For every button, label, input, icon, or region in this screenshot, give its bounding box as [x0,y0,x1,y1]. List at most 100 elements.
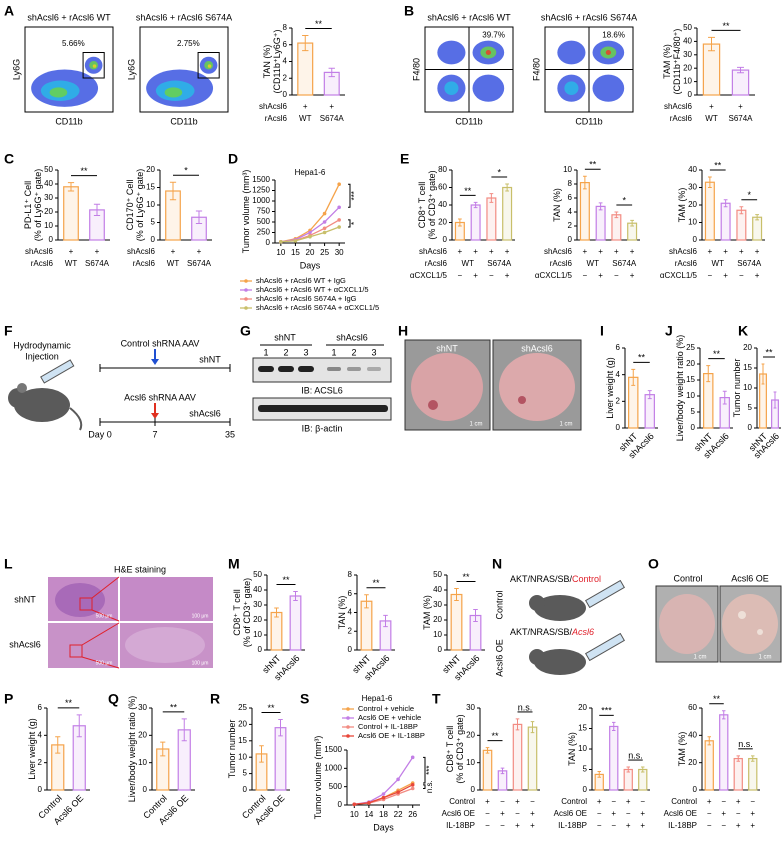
row-cell: − [626,809,631,818]
bar [289,595,302,651]
legend-marker [244,297,248,301]
liver-photos: Control Acsl6 OE 1 cm 1 cm [655,573,782,663]
y-axis-label: (% of CD3⁺ gate) [427,170,437,239]
liver [411,353,483,421]
y-tick-label: 20 [688,758,697,767]
significance-label: ** [462,572,470,582]
point [396,790,400,794]
error-bar [739,206,744,215]
row-label: rAcsl6 [133,259,156,268]
significance-label: ** [170,702,178,712]
error-bar [630,219,635,227]
cell-cloud [444,81,459,95]
y-tick-label: 2 [38,758,43,767]
liver [722,594,778,654]
plot-title: shAcsl6 + rAcsl6 WT [27,12,111,22]
y-axis-label: Liver/body weight ratio (%) [127,696,137,803]
significance-label: *** [601,706,612,716]
y-tick-label: 5 [748,403,753,412]
row-cell: + [303,102,308,111]
row-cell: + [640,821,645,830]
legend-marker [244,279,248,283]
row-cell: + [640,809,645,818]
panel-label: K [738,323,748,339]
y-tick-label: 6 [38,703,43,712]
row-cell: − [485,821,490,830]
y-tick-label: 8 [568,179,573,188]
error-bar [737,66,744,74]
row-cell: + [598,247,603,256]
row-label: αCXCL1/5 [660,271,698,280]
y-tick-label: 0 [616,423,621,432]
y-tick-label: 2 [616,396,621,405]
legend-label: Acsl6 OE + vehicle [358,713,421,722]
axis-label: Ly6G [11,59,21,80]
axis-label: F4/80 [531,58,541,81]
row-cell: + [515,821,520,830]
row-label: Control [561,797,587,806]
row-cell: + [626,821,631,830]
panel-label: L [4,556,13,572]
significance-label: n.s. [738,739,753,749]
y-tick-label: 0 [49,235,54,244]
row-cell: + [458,247,463,256]
y-tick-label: 15 [686,375,695,384]
y-axis-label: CD170⁺ Cell [125,180,135,231]
injection-label: Hydrodynamic [13,340,71,350]
point [410,783,415,787]
row-cell: + [736,797,741,806]
mouse-ear [17,383,27,393]
cell-cloud [92,64,97,68]
row-label: shAcsl6 [419,247,448,256]
cell-cloud [485,49,491,56]
y-tick-label: 30 [433,600,442,609]
row-cell: + [721,809,726,818]
schematic-n: AKT/NRAS/SB/Control AKT/NRAS/SB/Acsl6 Co… [494,574,626,677]
row-label: shNT [14,594,36,604]
row-cell: + [611,809,616,818]
panel-label: N [492,556,502,572]
y-tick-label: 0 [143,785,148,794]
y-axis-label: Tumor number [732,359,742,418]
row-cell: − [500,821,505,830]
y-axis-label: Liver weight (g) [605,357,615,419]
histology: H&E staining shNT shAcsl6 500 μm 100 μm … [9,564,213,669]
syringe [584,632,626,662]
y-tick-label: 20 [44,207,53,216]
zoom-line [81,656,120,669]
row-cell: + [755,247,760,256]
row-cell: − [583,271,588,280]
bar [752,216,763,241]
band [367,367,381,371]
axis-label: Ly6G [126,59,136,80]
y-tick-label: 5 [691,407,696,416]
y-tick-label: 0 [443,235,448,244]
y-tick-label: 25 [238,703,247,712]
band [347,367,361,371]
row-cell: S674A [737,259,762,268]
y-axis-label: TAN (%) [262,45,272,79]
y-axis-label: (% of Ly6G⁺ gate) [135,169,145,241]
legend-label: Control + vehicle [358,704,414,713]
point [337,182,341,186]
mouse-body [534,649,586,675]
y-tick-label: 0 [568,235,573,244]
gate-percent: 5.66% [62,39,85,48]
y-tick-label: 10 [686,391,695,400]
gate [197,52,220,79]
zoom-line [91,576,120,599]
y-tick-label: 50 [44,165,53,174]
y-axis-label: CD8⁺ T cell [445,726,455,772]
point [337,205,341,210]
error-bar [722,710,726,720]
row-label: αCXCL1/5 [410,271,448,280]
panel-label: T [432,691,441,707]
row-label: shAcsl6 [664,102,693,111]
significance-label: ** [282,575,290,585]
y-tick-label: 2 [348,626,353,635]
legend-marker [346,716,350,720]
row-cell: + [69,247,74,256]
row-cell: − [515,809,520,818]
row-cell: − [739,271,744,280]
